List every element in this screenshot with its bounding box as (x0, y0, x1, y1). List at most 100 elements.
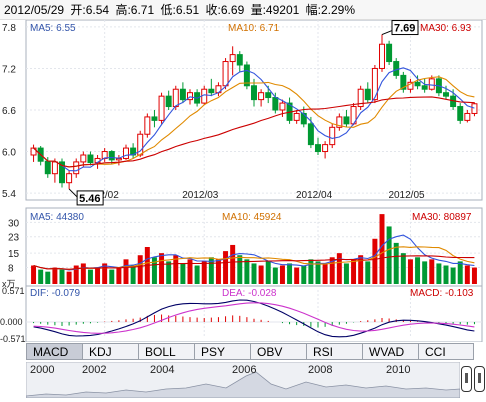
candle-body (300, 112, 307, 125)
volume-bar (351, 259, 357, 284)
tab-rsi[interactable]: RSI (306, 343, 362, 360)
volume-bar (365, 261, 371, 284)
volume-bar (223, 251, 229, 284)
candle-body (471, 103, 478, 114)
ma30-line (33, 96, 475, 168)
volume-bar (159, 253, 165, 284)
tab-boll[interactable]: BOLL (138, 343, 194, 360)
volume-tick-label: 30 (8, 218, 20, 229)
candle-body (158, 95, 165, 121)
candle-body (272, 97, 279, 111)
ma10-line (33, 76, 475, 168)
volume-bar (343, 263, 349, 284)
ma5-line (33, 67, 475, 172)
date-tick-label: 2012/05 (388, 190, 425, 201)
tab-psy[interactable]: PSY (194, 343, 250, 360)
volume-bar (415, 257, 421, 284)
candle-body (59, 161, 65, 184)
candle-body (379, 43, 385, 69)
range-end-handle[interactable] (474, 366, 485, 392)
volume-bar (279, 265, 285, 284)
high-callout-line (381, 30, 393, 36)
candle-body (357, 88, 364, 108)
quote-high: 高:6.71 (115, 3, 155, 17)
date-tick-label: 2012/03 (182, 190, 219, 201)
vol-ma5-line (33, 234, 475, 271)
volume-bar (52, 267, 58, 284)
volume-bar (315, 261, 321, 284)
tab-cci[interactable]: CCI (418, 343, 474, 360)
volume-ma5-legend: MA5: 44380 (30, 212, 84, 223)
tab-kdj[interactable]: KDJ (82, 343, 138, 360)
macd-tick-top: 0.571 (2, 286, 25, 296)
volume-tick-label: 8 (8, 264, 14, 275)
candle-body (236, 54, 243, 66)
volume-bar (443, 265, 449, 284)
price-tick-label: 5.4 (2, 189, 16, 200)
candle-body (329, 126, 336, 146)
volume-bar (180, 263, 186, 284)
volume-bar (80, 263, 86, 284)
kline-chart[interactable]: 7.87.26.66.05.42012/022012/032012/042012… (0, 20, 486, 342)
volume-bar (258, 265, 264, 284)
volume-ma30-legend: MA30: 80897 (412, 212, 472, 223)
candle-body (464, 112, 471, 121)
volume-bar (358, 255, 364, 284)
range-start-handle[interactable] (461, 366, 472, 392)
volume-bar (400, 253, 406, 284)
candle-body (265, 92, 272, 99)
candle-body (293, 112, 300, 121)
high-callout-label: 7.69 (394, 23, 415, 35)
volume-bar (95, 267, 101, 284)
volume-bar (38, 269, 44, 284)
volume-bar (102, 263, 108, 284)
volume-bar (237, 255, 243, 284)
candle-body (364, 88, 371, 101)
candle-body (393, 61, 400, 76)
volume-bar (230, 244, 236, 284)
candle-body (187, 92, 193, 101)
candle-body (343, 116, 350, 125)
price-ma30-legend: MA30: 6.93 (420, 23, 472, 34)
volume-bar (123, 259, 129, 284)
tab-obv[interactable]: OBV (250, 343, 306, 360)
candle-body (421, 85, 428, 90)
candle-body (73, 161, 80, 175)
history-timeline[interactable] (26, 362, 460, 398)
price-tick-label: 7.2 (2, 64, 16, 75)
tab-wvad[interactable]: WVAD (362, 343, 418, 360)
timeline-year-2006: 2006 (232, 364, 257, 376)
price-tick-label: 6.0 (2, 148, 16, 159)
volume-bar (429, 259, 435, 284)
tab-macd[interactable]: MACD (26, 343, 82, 360)
candle-body (428, 78, 435, 90)
candle-body (123, 147, 129, 159)
volume-bar (329, 257, 335, 284)
volume-bar (265, 261, 271, 284)
volume-tick-label: 23 (8, 233, 20, 244)
panel-frame-2 (25, 285, 483, 342)
volume-bar (87, 269, 93, 284)
candle-body (208, 88, 215, 94)
candle-body (80, 154, 87, 163)
volume-bar (244, 259, 250, 284)
candle-body (87, 154, 94, 164)
date-tick-label: 2012/04 (296, 190, 333, 201)
candle-body (172, 88, 179, 108)
volume-bar (322, 263, 328, 284)
volume-bar (393, 242, 399, 284)
candle-body (457, 106, 464, 121)
volume-bar (187, 259, 193, 284)
candle-body (400, 74, 407, 90)
candle-body (44, 160, 51, 175)
volume-bar (208, 257, 214, 284)
low-callout-line (68, 188, 78, 198)
quote-open: 开:6.54 (70, 3, 110, 17)
volume-bar (116, 267, 122, 284)
quote-date: 2012/05/29 (4, 3, 65, 17)
macd-value-legend: MACD: -0.103 (410, 288, 474, 299)
volume-bar (73, 265, 79, 284)
macd-dif-legend: DIF: -0.079 (30, 288, 80, 299)
candle-body (315, 144, 321, 153)
candle-body (443, 92, 449, 97)
